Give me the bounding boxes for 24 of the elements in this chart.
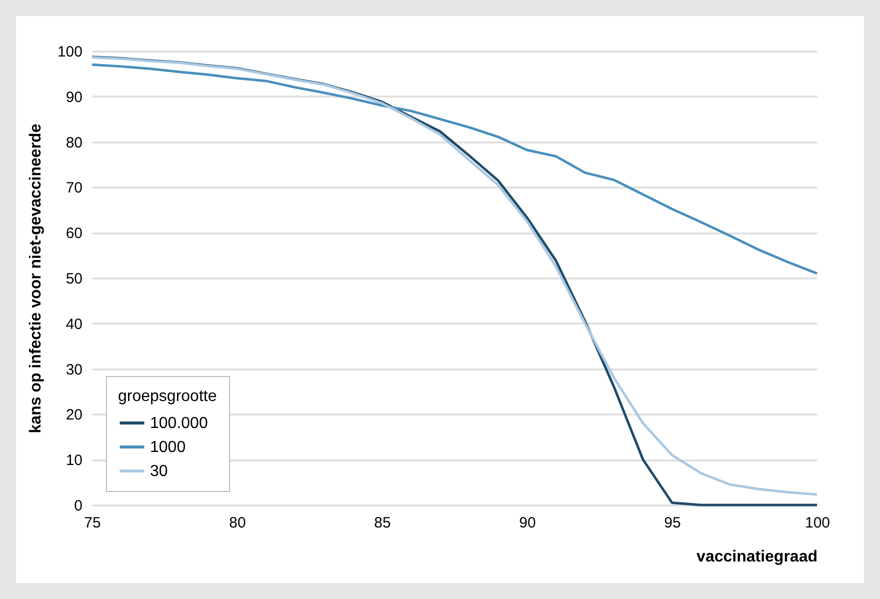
y-tick-label: 100 (57, 44, 82, 60)
legend-label: 1000 (150, 439, 186, 456)
y-tick-label: 20 (66, 406, 82, 424)
x-tick-label: 75 (84, 514, 101, 532)
y-tick-label: 90 (66, 88, 82, 106)
x-tick-label: 90 (519, 514, 536, 532)
legend-title: groepsgrootte (118, 388, 217, 405)
y-tick-label: 50 (66, 270, 82, 288)
y-tick-label: 80 (66, 134, 82, 152)
legend-label: 100.000 (150, 415, 208, 432)
x-tick-label: 95 (664, 514, 681, 532)
y-tick-label: 60 (66, 225, 82, 242)
y-tick-label: 70 (66, 180, 82, 197)
x-axis-title: vaccinatiegraad (696, 548, 818, 566)
line-series (90, 63, 818, 275)
y-tick-label: 40 (66, 316, 82, 333)
y-axis-title: kans op infectie voor niet-gevaccineerde (27, 124, 44, 434)
x-tick-label: 80 (229, 514, 246, 532)
x-tick-label: 85 (374, 514, 391, 532)
x-tick-label: 100 (804, 514, 830, 532)
y-tick-label: 30 (66, 361, 82, 378)
y-tick-label: 10 (66, 452, 82, 470)
y-tick-label: 0 (74, 498, 82, 514)
legend-label: 30 (150, 463, 168, 480)
